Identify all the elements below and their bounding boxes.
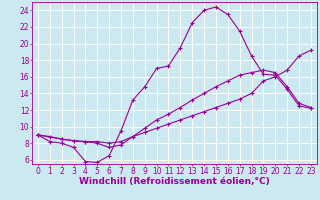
X-axis label: Windchill (Refroidissement éolien,°C): Windchill (Refroidissement éolien,°C) [79, 177, 270, 186]
